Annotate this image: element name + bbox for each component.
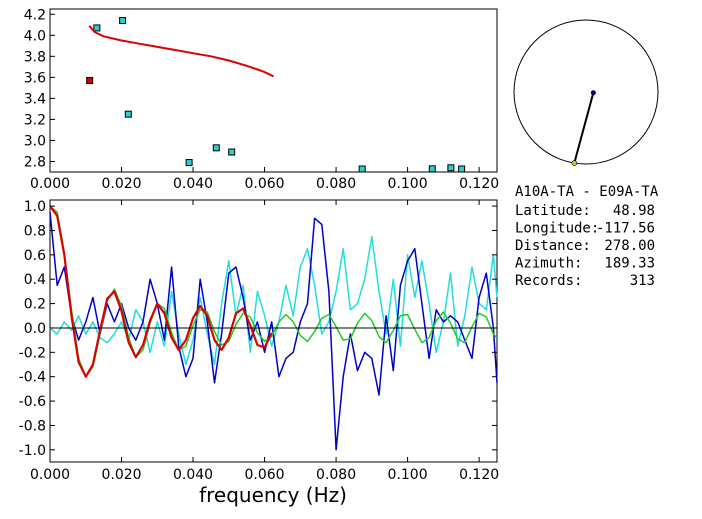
measured-blue-line (49, 212, 498, 451)
correlation-y-tick-label: -0.2 (19, 345, 46, 361)
dispersion-x-tick-label: 0.040 (173, 176, 213, 192)
correlation-x-tick-label: 0.020 (101, 467, 141, 483)
correlation-y-tick-label: 1.0 (24, 199, 46, 215)
measurement-marker (358, 165, 366, 173)
info-value: 189.33 (604, 256, 655, 272)
info-label: Distance: (515, 238, 591, 254)
station-pair-label: A10A-TA - E09A-TA (515, 184, 659, 200)
measurement-marker (124, 110, 132, 118)
correlation-x-tick-label: 0.100 (388, 467, 428, 483)
selected-measurement-marker (86, 77, 94, 85)
correlation-plot-frame (49, 199, 498, 463)
dispersion-y-tick-label: 4.2 (24, 7, 46, 23)
info-value: 313 (630, 273, 655, 289)
correlation-x-tick-label: 0.060 (245, 467, 285, 483)
measurement-marker (447, 164, 455, 172)
dispersion-y-tick-label: 3.4 (24, 91, 46, 107)
correlation-x-axis-title: frequency (Hz) (199, 483, 347, 507)
correlation-x-axis: 0.000 0.020 0.040 0.060 0.080 0.100 0.120 (30, 200, 499, 483)
correlation-y-axis: 1.0 0.8 0.6 0.4 0.2 0.0 -0.2 -0.4 -0.6 -0.8 -1.0 (19, 199, 497, 459)
dispersion-x-tick-label: 0.000 (30, 176, 70, 192)
dispersion-y-tick-label: 2.8 (24, 154, 46, 170)
dispersion-x-axis: 0.000 0.020 0.040 0.060 0.080 0.100 0.120 (30, 167, 499, 192)
correlation-plot-area (49, 205, 498, 451)
dispersion-x-tick-label: 0.020 (101, 176, 141, 192)
info-label: Records: (515, 273, 582, 289)
correlation-y-tick-label: -0.8 (19, 418, 46, 434)
info-value: -117.56 (596, 221, 655, 237)
station-info-panel: A10A-TA - E09A-TA Latitude: 48.98 Longitud… (515, 184, 659, 289)
dispersion-y-tick-label: 3.8 (24, 49, 46, 65)
info-label: Azimuth: (515, 256, 582, 272)
correlation-x-tick-label: 0.000 (30, 467, 70, 483)
dispersion-chart: 0.000 0.020 0.040 0.060 0.080 0.100 0.120 2.8 3… (24, 7, 499, 192)
correlation-y-tick-label: 0.6 (24, 248, 46, 264)
dispersion-plot-frame (49, 8, 498, 173)
info-label: Latitude: (515, 203, 591, 219)
measurement-marker (119, 17, 127, 25)
measurement-marker (458, 165, 466, 173)
correlation-x-tick-label: 0.040 (173, 467, 213, 483)
dispersion-y-tick-label: 3.6 (24, 70, 46, 86)
correlation-y-tick-label: 0.0 (24, 321, 46, 337)
correlation-y-tick-label: 0.2 (24, 297, 46, 313)
dispersion-y-tick-label: 4.0 (24, 28, 46, 44)
correlation-chart: 0.000 0.020 0.040 0.060 0.080 0.100 0.120 1.00… (19, 199, 499, 507)
info-label: Longitude: (515, 221, 599, 237)
measurement-marker (93, 24, 101, 32)
dispersion-y-axis: 2.8 3.0 3.2 3.4 3.6 3.8 4.0 4.2 (24, 7, 55, 170)
dispersion-x-tick-label: 0.100 (388, 176, 428, 192)
station-marker (590, 90, 596, 96)
great-circle-path (573, 92, 595, 164)
dispersion-x-tick-label: 0.080 (316, 176, 356, 192)
correlation-x-tick-label: 0.080 (316, 467, 356, 483)
correlation-y-tick-label: 0.4 (24, 272, 46, 288)
dispersion-x-tick-label: 0.060 (245, 176, 285, 192)
model-red-line (49, 205, 273, 378)
measurement-marker (428, 165, 436, 173)
measurement-marker (212, 144, 220, 152)
correlation-y-tick-label: -0.4 (19, 370, 46, 386)
dispersion-curve-line (88, 25, 274, 78)
dispersion-plot-area (86, 17, 466, 173)
correlation-y-tick-label: -1.0 (19, 443, 46, 459)
correlation-y-tick-label: -0.6 (19, 394, 46, 410)
dispersion-y-tick-label: 3.0 (24, 133, 46, 149)
info-value: 278.00 (604, 238, 655, 254)
info-value: 48.98 (613, 203, 655, 219)
correlation-y-tick-label: 0.8 (24, 223, 46, 239)
event-marker (571, 160, 578, 166)
dispersion-x-tick-label: 0.120 (459, 176, 499, 192)
dispersion-y-tick-label: 3.2 (24, 112, 46, 128)
map-boundary-circle (513, 19, 659, 165)
station-map (513, 19, 659, 166)
measurement-marker (185, 159, 193, 167)
measurement-marker (228, 148, 236, 156)
correlation-x-tick-label: 0.120 (459, 467, 499, 483)
